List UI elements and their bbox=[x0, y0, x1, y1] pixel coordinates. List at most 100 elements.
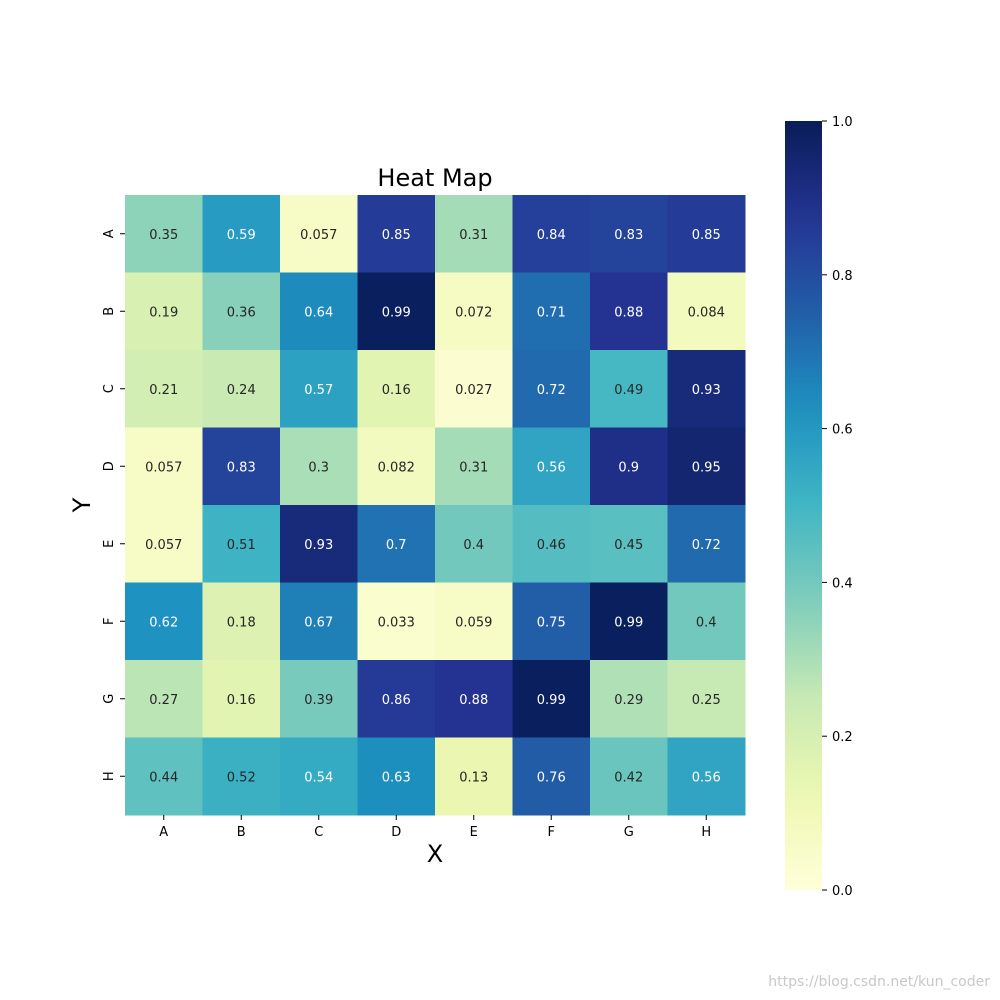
cell-value-label: 0.13 bbox=[459, 770, 488, 785]
heatmap-cell bbox=[590, 737, 668, 816]
cell-value-label: 0.52 bbox=[227, 770, 256, 785]
colorbar-gradient bbox=[785, 121, 822, 890]
cell-value-label: 0.93 bbox=[304, 538, 333, 553]
cell-value-label: 0.59 bbox=[227, 228, 256, 243]
cell-value-label: 0.54 bbox=[304, 770, 333, 785]
heatmap-cell bbox=[280, 660, 358, 738]
x-axis-ticks: A B C D E F G H bbox=[159, 815, 711, 840]
cell-value-label: 0.7 bbox=[386, 538, 407, 553]
cell-value-label: 0.45 bbox=[614, 538, 643, 553]
cell-value-label: 0.99 bbox=[537, 693, 566, 708]
heatmap-cell bbox=[357, 195, 436, 273]
heatmap-cell bbox=[435, 350, 513, 428]
heatmap-cell bbox=[357, 737, 436, 816]
y-tick-label: B bbox=[102, 307, 117, 316]
cell-value-label: 0.057 bbox=[145, 538, 182, 553]
heatmap-cell bbox=[512, 272, 591, 351]
cell-value-label: 0.36 bbox=[227, 305, 256, 320]
heatmap-cell bbox=[125, 350, 203, 428]
heatmap-cell bbox=[435, 272, 513, 351]
cell-value-label: 0.16 bbox=[227, 693, 256, 708]
cell-value-label: 0.057 bbox=[300, 228, 337, 243]
cell-value-label: 0.88 bbox=[614, 305, 643, 320]
heatmap-cell bbox=[202, 272, 281, 351]
heatmap-cell bbox=[435, 660, 513, 738]
y-tick-label: C bbox=[102, 384, 117, 393]
heatmap-cell bbox=[435, 737, 513, 816]
cell-value-label: 0.99 bbox=[614, 615, 643, 630]
x-axis-label: X bbox=[427, 840, 443, 868]
cell-value-label: 0.85 bbox=[382, 228, 411, 243]
cell-value-label: 0.18 bbox=[227, 615, 256, 630]
colorbar-tick-label: 0.2 bbox=[832, 730, 853, 745]
y-tick-label: E bbox=[102, 540, 117, 548]
heatmap-cell bbox=[202, 195, 281, 273]
y-tick-label: F bbox=[102, 618, 117, 625]
heatmap-cell bbox=[125, 505, 203, 583]
chart-title: Heat Map bbox=[377, 164, 492, 192]
cell-value-label: 0.4 bbox=[463, 538, 484, 553]
y-axis-ticks: A B C D E F G H bbox=[102, 229, 125, 781]
cell-value-label: 0.16 bbox=[382, 383, 411, 398]
colorbar-tick-label: 1.0 bbox=[832, 115, 853, 130]
heatmap-cell bbox=[202, 582, 281, 661]
heatmap-cell bbox=[357, 272, 436, 351]
heatmap-cell bbox=[202, 737, 281, 816]
heatmap-cell bbox=[280, 427, 358, 506]
heatmap-cell bbox=[202, 505, 281, 583]
heatmap-cell bbox=[590, 660, 668, 738]
x-tick-label: D bbox=[391, 825, 401, 840]
heatmap-cell bbox=[280, 737, 358, 816]
cell-value-label: 0.51 bbox=[227, 538, 256, 553]
cell-value-label: 0.25 bbox=[692, 693, 721, 708]
colorbar-tick-label: 0.4 bbox=[832, 576, 853, 591]
cell-value-label: 0.3 bbox=[308, 460, 329, 475]
cell-value-label: 0.64 bbox=[304, 305, 333, 320]
cell-value-label: 0.082 bbox=[378, 460, 415, 475]
heatmap-cell bbox=[590, 505, 668, 583]
heatmap-cell bbox=[512, 582, 591, 661]
cell-value-label: 0.27 bbox=[149, 693, 178, 708]
heatmap-cell bbox=[590, 272, 668, 351]
y-axis-label: Y bbox=[68, 497, 96, 513]
cell-value-label: 0.46 bbox=[537, 538, 566, 553]
cell-value-label: 0.72 bbox=[692, 538, 721, 553]
heatmap-cell bbox=[280, 272, 358, 351]
cell-value-label: 0.85 bbox=[692, 228, 721, 243]
colorbar-tick-label: 0.6 bbox=[832, 423, 853, 438]
heatmap-cell bbox=[512, 350, 591, 428]
y-tick-label: G bbox=[102, 694, 117, 704]
cell-value-label: 0.62 bbox=[149, 615, 178, 630]
cell-value-label: 0.83 bbox=[227, 460, 256, 475]
cell-value-label: 0.29 bbox=[614, 693, 643, 708]
heatmap-cell bbox=[125, 582, 203, 661]
heatmap-cell bbox=[357, 505, 436, 583]
cell-value-label: 0.21 bbox=[149, 383, 178, 398]
heatmap-cell bbox=[125, 195, 203, 273]
heatmap-cell bbox=[667, 660, 746, 738]
cell-value-label: 0.072 bbox=[455, 305, 492, 320]
watermark: https://blog.csdn.net/kun_coder bbox=[768, 974, 990, 990]
heatmap-cell bbox=[357, 582, 436, 661]
heatmap-cell bbox=[435, 195, 513, 273]
x-tick-label: G bbox=[624, 825, 634, 840]
cell-value-label: 0.49 bbox=[614, 383, 643, 398]
heatmap-cell bbox=[590, 195, 668, 273]
y-tick-label: H bbox=[102, 771, 117, 781]
heatmap-cell bbox=[590, 582, 668, 661]
heatmap-cell bbox=[667, 427, 746, 506]
colorbar: 0.0 0.2 0.4 0.6 0.8 1.0 bbox=[785, 115, 853, 899]
heatmap-cell bbox=[512, 737, 591, 816]
cell-value-label: 0.72 bbox=[537, 383, 566, 398]
cell-value-label: 0.56 bbox=[692, 770, 721, 785]
cell-value-label: 0.42 bbox=[614, 770, 643, 785]
cell-value-label: 0.31 bbox=[459, 460, 488, 475]
colorbar-ticks: 0.0 0.2 0.4 0.6 0.8 1.0 bbox=[822, 115, 853, 899]
x-tick-label: E bbox=[470, 825, 478, 840]
heatmap-cell bbox=[125, 427, 203, 506]
heatmap-cell bbox=[590, 427, 668, 506]
cell-value-label: 0.99 bbox=[382, 305, 411, 320]
heatmap-cell bbox=[667, 350, 746, 428]
heatmap-cell bbox=[512, 195, 591, 273]
